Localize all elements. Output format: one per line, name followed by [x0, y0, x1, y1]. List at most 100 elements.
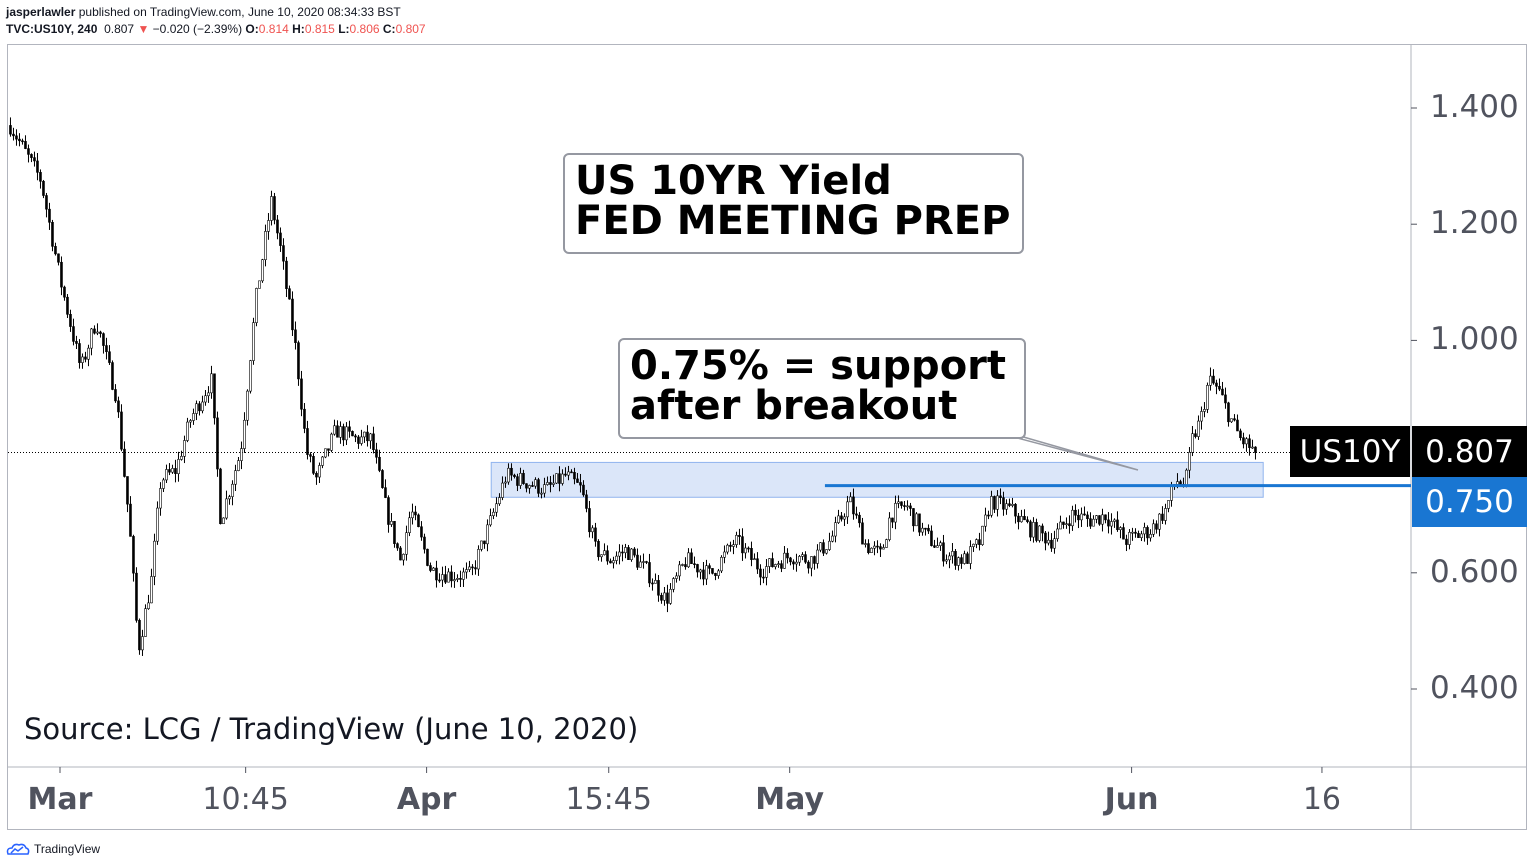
title-annotation[interactable]: US 10YR Yield FED MEETING PREP — [563, 153, 1024, 254]
candle-body — [96, 331, 99, 334]
candle-body — [225, 498, 228, 519]
candle-body — [1191, 433, 1194, 453]
candle-body — [1224, 394, 1227, 404]
candle-body — [120, 411, 123, 450]
candle-body — [723, 551, 726, 558]
candle-body — [75, 341, 78, 344]
candle-body — [1107, 519, 1110, 527]
candle-body — [105, 345, 108, 353]
candle-body — [189, 420, 192, 423]
candle-body — [828, 540, 831, 550]
candle-body — [918, 513, 921, 533]
y-tick-label: 1.200 — [1430, 205, 1519, 242]
candle-body — [1209, 375, 1212, 386]
candle-body — [933, 545, 936, 548]
candle-body — [144, 608, 147, 637]
candle-body — [282, 245, 285, 262]
candle-body — [1203, 409, 1206, 412]
candle-body — [249, 360, 252, 392]
candle-body — [684, 564, 687, 568]
candle-body — [405, 532, 408, 555]
candle-body — [921, 527, 924, 533]
candle-body — [1062, 521, 1065, 525]
candle-body — [540, 492, 543, 495]
candle-body — [654, 580, 657, 584]
symbol-tag: US10Y — [1290, 426, 1410, 477]
candle-body — [486, 524, 489, 545]
candle-body — [321, 456, 324, 466]
candle-body — [42, 180, 45, 196]
candle-body — [780, 563, 783, 569]
candle-body — [1053, 538, 1056, 549]
candle-body — [1065, 523, 1068, 525]
candle-body — [69, 314, 72, 327]
candle-body — [1254, 446, 1257, 453]
candle-body — [129, 503, 132, 537]
candle-body — [90, 328, 93, 349]
candle-body — [261, 259, 264, 282]
candle-body — [657, 580, 660, 596]
candle-body — [1074, 509, 1077, 516]
candle-body — [888, 517, 891, 540]
candle-body — [1059, 521, 1062, 530]
candle-body — [792, 561, 795, 565]
candle-body — [585, 494, 588, 509]
candle-body — [711, 568, 714, 574]
candle-body — [78, 343, 81, 363]
candle-body — [981, 525, 984, 545]
candle-body — [1026, 519, 1029, 523]
candle-body — [195, 403, 198, 414]
candle-body — [504, 481, 507, 484]
candle-body — [849, 496, 852, 503]
candle-body — [552, 482, 555, 485]
candle-body — [444, 574, 447, 583]
x-tick-label: May — [755, 782, 825, 817]
x-tick-label: Apr — [396, 782, 457, 817]
candle-body — [87, 347, 90, 360]
support-annotation[interactable]: 0.75% = support after breakout — [618, 338, 1026, 439]
candle-body — [204, 395, 207, 403]
candle-body — [645, 561, 648, 563]
candle-body — [81, 356, 84, 363]
support-zone — [490, 461, 1264, 498]
candle-body — [186, 421, 189, 441]
candle-body — [804, 554, 807, 563]
candle-body — [825, 549, 828, 554]
candle-body — [273, 196, 276, 221]
candle-body — [99, 331, 102, 334]
candle-body — [558, 473, 561, 484]
candle-body — [546, 482, 549, 485]
candle-body — [51, 222, 54, 247]
x-tick-label: 10:45 — [202, 782, 289, 817]
candle-body — [666, 592, 669, 604]
candle-body — [528, 485, 531, 489]
candle-body — [378, 456, 381, 471]
y-tick-label: 1.000 — [1430, 321, 1519, 358]
candle-body — [855, 513, 858, 516]
candle-body — [843, 516, 846, 520]
candle-body — [84, 356, 87, 360]
candle-body — [1011, 503, 1014, 506]
candle-body — [690, 552, 693, 564]
tradingview-logo[interactable]: TradingView — [6, 842, 100, 856]
x-tick-label: 16 — [1302, 782, 1342, 817]
candle-body — [453, 579, 456, 582]
candle-body — [1089, 518, 1092, 527]
candle-body — [786, 552, 789, 559]
candle-body — [381, 470, 384, 488]
candle-body — [384, 487, 387, 498]
candle-body — [390, 521, 393, 525]
candle-body — [954, 551, 957, 566]
support-level-tag: 0.750 — [1412, 477, 1527, 527]
candle-body — [192, 413, 195, 421]
candle-body — [1155, 523, 1158, 530]
candle-body — [255, 288, 258, 323]
candle-body — [183, 440, 186, 457]
candle-body — [909, 505, 912, 509]
candle-body — [468, 566, 471, 570]
candle-body — [1077, 514, 1080, 521]
candle-body — [915, 513, 918, 527]
candle-body — [741, 536, 744, 554]
brand-name: TradingView — [34, 842, 101, 856]
